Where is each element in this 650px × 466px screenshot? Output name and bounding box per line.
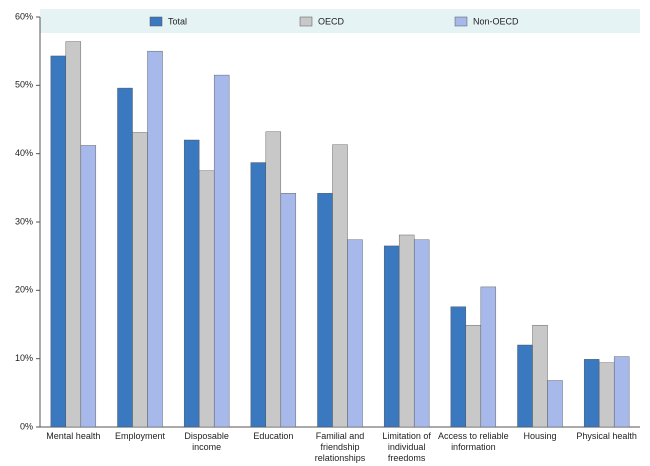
legend-swatch bbox=[299, 16, 313, 27]
bar bbox=[50, 55, 67, 428]
bar bbox=[613, 356, 630, 428]
bar bbox=[398, 234, 415, 428]
x-tick-label-line: Housing bbox=[523, 431, 556, 441]
y-tick-label: 0% bbox=[20, 421, 33, 431]
x-tick-label-line: friendship bbox=[320, 442, 359, 452]
bar bbox=[547, 380, 563, 428]
x-tick-label-line: relationships bbox=[315, 453, 366, 463]
x-tick-label: Mental health bbox=[46, 431, 100, 441]
bar bbox=[332, 144, 348, 428]
legend-label: Total bbox=[168, 16, 187, 26]
bar bbox=[80, 145, 97, 428]
x-tick-label-line: Limitation of bbox=[382, 431, 431, 441]
bar bbox=[347, 239, 363, 428]
bar bbox=[265, 131, 282, 428]
x-tick-label: Access to reliable information bbox=[438, 431, 509, 452]
x-tick-label-line: Employment bbox=[115, 431, 166, 441]
legend-swatch bbox=[149, 16, 163, 27]
bar bbox=[65, 41, 82, 428]
y-tick-label: 60% bbox=[15, 11, 33, 21]
legend-label: OECD bbox=[318, 16, 345, 26]
bar bbox=[132, 132, 148, 428]
x-tick-label: Education bbox=[253, 431, 293, 441]
bar bbox=[213, 74, 230, 428]
y-tick-label: 40% bbox=[15, 148, 33, 158]
bar bbox=[480, 286, 497, 428]
y-tick-label: 30% bbox=[15, 216, 33, 226]
x-tick-label-line: Familial and bbox=[316, 431, 365, 441]
x-tick-label: Housing bbox=[523, 431, 556, 441]
y-tick-label: 10% bbox=[15, 353, 33, 363]
bar bbox=[413, 239, 430, 428]
x-tick-label: Familial and friendship relationships bbox=[315, 431, 366, 463]
bar bbox=[465, 324, 482, 428]
bar bbox=[250, 162, 267, 428]
bar bbox=[317, 193, 333, 428]
bar bbox=[517, 344, 533, 428]
bar bbox=[598, 362, 615, 428]
x-tick-label-line: Physical health bbox=[576, 431, 637, 441]
x-tick-label: Physical health bbox=[576, 431, 637, 441]
bar bbox=[147, 50, 163, 428]
x-tick-label: Disposable income bbox=[184, 431, 229, 452]
legend-swatch bbox=[454, 16, 468, 27]
x-tick-label-line: information bbox=[451, 442, 496, 452]
bar bbox=[117, 87, 133, 428]
x-tick-label-line: Education bbox=[253, 431, 293, 441]
legend-band bbox=[40, 9, 640, 33]
bar bbox=[583, 359, 600, 428]
x-tick-label: Limitation of individual freedoms bbox=[382, 431, 431, 463]
bar bbox=[280, 193, 297, 428]
bar bbox=[383, 245, 400, 428]
x-tick-label-line: Disposable bbox=[184, 431, 229, 441]
x-tick-label: Employment bbox=[115, 431, 166, 441]
x-tick-label-line: freedoms bbox=[388, 453, 426, 463]
bar bbox=[450, 306, 467, 428]
x-tick-label-line: Mental health bbox=[46, 431, 100, 441]
x-tick-label-line: Access to reliable bbox=[438, 431, 509, 441]
bar bbox=[183, 139, 200, 428]
x-tick-label-line: income bbox=[192, 442, 221, 452]
bar bbox=[198, 170, 215, 428]
y-tick-label: 50% bbox=[15, 80, 33, 90]
x-tick-label-line: individual bbox=[388, 442, 426, 452]
bar bbox=[532, 324, 548, 428]
y-tick-label: 20% bbox=[15, 285, 33, 295]
legend-label: Non-OECD bbox=[473, 16, 519, 26]
